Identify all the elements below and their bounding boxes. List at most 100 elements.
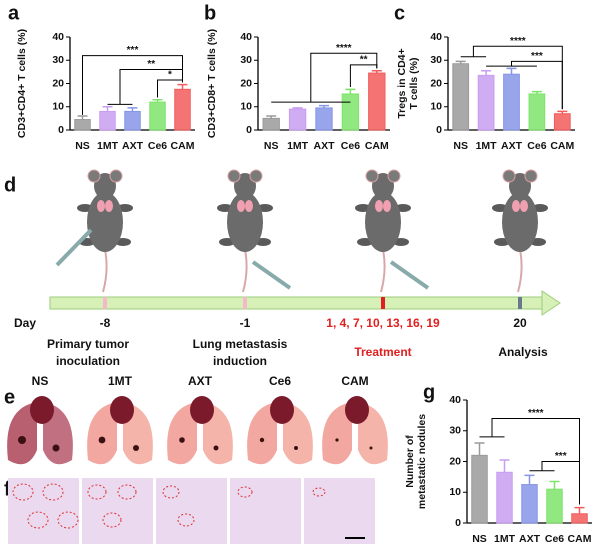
significance-label: **** — [336, 43, 352, 54]
mouse-lung — [375, 200, 383, 212]
y-tick-label: 30 — [449, 425, 461, 437]
heart — [270, 396, 294, 424]
mouse-head — [94, 173, 116, 199]
nodule — [213, 445, 219, 451]
bar — [452, 63, 470, 131]
mouse-head — [372, 173, 394, 199]
y-tick-label: 30 — [430, 54, 442, 66]
day-value: -8 — [100, 316, 111, 330]
histology-tile — [156, 478, 227, 544]
panel-letter: f — [4, 478, 11, 500]
error-bar — [474, 442, 485, 456]
x-tick-label: CAM — [568, 533, 592, 545]
mouse-ear — [87, 169, 101, 183]
error-bar — [531, 90, 542, 94]
bar — [99, 110, 116, 131]
metastasis-outline — [237, 486, 253, 498]
histology-tile — [230, 478, 301, 544]
mouse-ear — [249, 169, 263, 183]
significance-bracket — [349, 64, 378, 87]
heart — [345, 396, 369, 424]
x-tick-label: AXT — [519, 533, 541, 545]
x-tick-label: AXT — [501, 140, 523, 152]
significance-bracket — [82, 55, 183, 115]
lung-left — [7, 402, 37, 465]
mouse-lung — [105, 200, 113, 212]
significance-bracket — [157, 79, 183, 98]
bar — [74, 119, 91, 131]
error-bar — [127, 107, 138, 112]
error-bar — [77, 115, 88, 120]
metastasis-outline — [312, 487, 326, 497]
step-label: inoculation — [56, 354, 120, 368]
bar — [174, 88, 191, 131]
nodule — [133, 445, 139, 451]
bar — [471, 454, 488, 524]
y-axis-label: metastatic nodules — [416, 414, 428, 509]
timeline-marker — [243, 297, 247, 309]
x-tick-label: Ce6 — [341, 140, 360, 152]
mouse-body — [87, 192, 123, 252]
x-tick-label: NS — [453, 140, 468, 152]
y-tick-label: 0 — [455, 517, 461, 529]
photo-label: Ce6 — [269, 374, 291, 388]
error-bar — [524, 474, 535, 485]
metastasis-outline — [87, 484, 107, 500]
bar — [315, 107, 333, 131]
step-label: Lung metastasis — [193, 337, 288, 351]
x-tick-label: AXT — [314, 140, 336, 152]
error-bar — [455, 60, 466, 64]
heart — [110, 396, 134, 424]
bar — [521, 484, 538, 524]
heart — [30, 396, 54, 424]
mouse-ear — [502, 169, 516, 183]
nodule — [52, 444, 60, 452]
mouse-body — [502, 192, 538, 252]
error-bar — [557, 110, 568, 114]
mouse-lung — [245, 200, 253, 212]
error-bar — [506, 67, 517, 75]
significance-bracket — [486, 60, 563, 110]
y-tick-label: 0 — [58, 124, 64, 136]
mouse-tail — [380, 249, 386, 293]
panel-letter: g — [423, 381, 435, 403]
y-axis-label: CD3+CD4+ T cells (%) — [16, 29, 28, 138]
lung-left — [322, 402, 352, 465]
y-tick-label: 40 — [449, 394, 461, 406]
significance-label: **** — [528, 408, 544, 419]
x-tick-label: 1MT — [476, 140, 498, 152]
mouse-lung — [520, 200, 528, 212]
bar — [546, 488, 563, 524]
y-tick-label: 20 — [240, 77, 252, 89]
y-axis-label: T cells (%) — [408, 58, 420, 110]
lung-left — [167, 402, 197, 465]
error-bar — [481, 69, 492, 76]
bar — [124, 110, 141, 131]
y-tick-label: 40 — [52, 31, 64, 43]
photo-label: CAM — [341, 374, 368, 388]
mouse-tail — [517, 249, 523, 293]
mouse-ear — [387, 169, 401, 183]
step-label: Primary tumor — [47, 337, 129, 351]
syringe — [251, 260, 292, 290]
bar — [149, 101, 166, 131]
mouse-ear — [365, 169, 379, 183]
histology-tile — [8, 478, 79, 544]
mice — [55, 169, 548, 293]
timeline-bar — [49, 296, 543, 310]
mouse-lung — [383, 200, 391, 212]
nodule — [335, 438, 339, 442]
mouse-head — [509, 173, 531, 199]
bar — [341, 93, 360, 131]
significance-label: ** — [147, 59, 155, 70]
metastasis-outline — [177, 513, 195, 527]
metastasis-outline — [12, 483, 34, 501]
bar — [496, 471, 513, 524]
error-bar — [102, 106, 113, 112]
lung-left — [87, 402, 117, 465]
timeline-arrowhead — [541, 290, 561, 316]
error-bar — [345, 88, 356, 94]
y-axis-label: Tregs in CD4+ — [396, 48, 408, 118]
histology — [8, 478, 375, 544]
mouse-ear — [109, 169, 123, 183]
